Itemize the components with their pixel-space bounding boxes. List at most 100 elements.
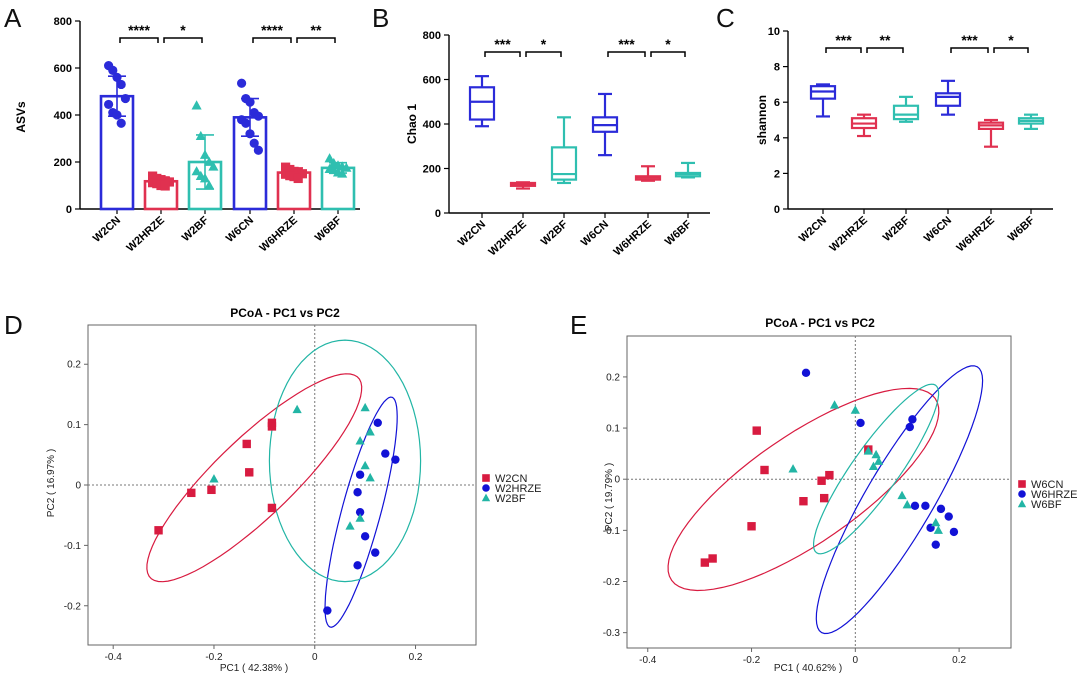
panel-a-point-W2BF xyxy=(195,130,206,141)
panel-c-category-label: W6HRZE xyxy=(954,214,997,254)
panel-e-ytick-label: -0.2 xyxy=(603,577,621,588)
panel-d-pcoa-chart: PCoA - PC1 vs PC2 PC1 ( 42.38% ) PC2 ( 1… xyxy=(46,306,541,674)
panel-d-point-W2BF xyxy=(365,472,375,482)
panel-b-ytick-label: 0 xyxy=(435,208,441,220)
panel-e-point-W6BF xyxy=(897,490,907,500)
panel-d-xtick-label: 0.2 xyxy=(409,652,423,663)
panel-e-point-W6HRZE xyxy=(801,368,811,378)
panel-d-ytick-label: 0.2 xyxy=(67,360,81,371)
panel-a-significance-label: **** xyxy=(128,22,150,38)
panel-c-significance-bracket xyxy=(993,47,1029,53)
panel-e-ellipse-W6CN xyxy=(667,387,940,592)
panel-d-point-W2BF xyxy=(355,513,365,522)
panel-a-point-W2BF xyxy=(199,173,211,183)
panel-a-point-W2CN xyxy=(116,118,126,128)
panel-a-significance-bracket xyxy=(119,37,159,43)
panel-d-point-W2HRZE xyxy=(353,561,362,570)
panel-c-significance-bracket xyxy=(950,47,989,53)
panel-c-ytick-label: 4 xyxy=(774,133,781,145)
panel-c-significance-label: * xyxy=(1008,32,1014,48)
panel-e-point-W6BF xyxy=(871,449,881,459)
panel-e-xtick-label: -0.2 xyxy=(743,655,761,666)
panel-d-point-W2CN xyxy=(267,422,277,431)
panel-a-ytick-label: 800 xyxy=(54,16,72,28)
panel-a-category-label: W2CN xyxy=(91,214,123,245)
panel-b-significance-label: * xyxy=(541,36,547,52)
panel-a-ytick-label: 400 xyxy=(54,110,72,122)
panel-a-point-W2HRZE xyxy=(160,181,170,191)
panel-a-ylabel: ASVs xyxy=(14,101,28,133)
panel-c-ytick-label: 10 xyxy=(768,26,780,38)
panel-c-significance-bracket xyxy=(866,47,904,53)
panel-e-ytick-label: -0.3 xyxy=(603,628,621,639)
panel-d-point-W2BF xyxy=(355,436,365,445)
panel-e-point-W6HRZE xyxy=(949,527,959,537)
panel-e-title: PCoA - PC1 vs PC2 xyxy=(765,316,875,330)
panel-c-significance-label: *** xyxy=(961,32,978,48)
panel-b-significance-label: *** xyxy=(494,36,511,52)
panel-a-point-W6CN xyxy=(245,129,255,139)
panel-d-point-W2HRZE xyxy=(323,606,332,615)
panel-d-ylabel: PC2 ( 16.97% ) xyxy=(46,449,57,517)
panel-d-point-W2HRZE xyxy=(355,470,365,479)
panel-d-point-W2BF xyxy=(360,460,370,470)
panel-e-point-W6CN xyxy=(700,558,710,567)
panel-a-point-W2CN xyxy=(112,72,122,82)
panel-a-point-W2CN xyxy=(112,110,122,120)
panel-e-xlabel: PC1 ( 40.62% ) xyxy=(774,663,842,674)
panel-a-point-W6BF xyxy=(324,153,335,163)
panel-a-significance-bracket xyxy=(163,37,203,43)
panel-b-ylabel: Chao 1 xyxy=(405,104,419,144)
panel-a-point-W6CN xyxy=(245,97,255,107)
panel-a-point-W6HRZE xyxy=(297,169,307,179)
panel-a-category-label: W2HRZE xyxy=(124,214,167,254)
panel-e-point-W6CN xyxy=(708,554,717,563)
panel-e-point-W6BF xyxy=(788,464,798,473)
panel-e-legend-marker-W6CN xyxy=(1018,480,1026,488)
panel-a-point-W6HRZE xyxy=(293,173,303,184)
panel-letter-b: B xyxy=(372,3,389,33)
panel-d-ytick-label: -0.2 xyxy=(64,601,82,612)
panel-e-point-W6CN xyxy=(752,426,761,435)
panel-a-point-W2BF xyxy=(208,161,219,171)
panel-b-ytick-label: 600 xyxy=(423,75,441,87)
panel-letter-e: E xyxy=(570,310,587,340)
panel-e-point-W6BF xyxy=(933,525,943,534)
panel-e-legend-marker-W6HRZE xyxy=(1018,490,1026,498)
panel-a-point-W6CN xyxy=(237,78,247,88)
panel-b-significance-bracket xyxy=(650,51,686,57)
panel-d-legend-label: W2CN xyxy=(495,473,527,485)
panel-a-category-label: W6HRZE xyxy=(257,214,300,254)
panel-a-asvs-chart: ASVs 0 200 400 600 800 W2CN W2HRZE W2BF W6CN W6HR… xyxy=(14,16,360,254)
panel-e-ytick-label: -0.1 xyxy=(603,526,621,537)
panel-d-point-W2HRZE xyxy=(391,455,400,464)
panel-d-point-W2CN xyxy=(154,526,163,535)
panel-e-ytick-label: 0 xyxy=(614,475,620,486)
panel-e-point-W6CN xyxy=(817,476,826,485)
panel-e-point-W6CN xyxy=(825,470,834,480)
panel-d-ytick-label: 0.1 xyxy=(67,420,81,431)
panel-a-point-W2CN xyxy=(120,93,130,104)
panel-b-significance-bracket xyxy=(525,51,562,57)
panel-c-category-label: W2HRZE xyxy=(827,214,870,254)
panel-c-category-label: W2BF xyxy=(881,214,912,244)
panel-e-point-W6BF xyxy=(902,499,912,509)
panel-d-legend-label: W2BF xyxy=(495,493,526,505)
panel-b-ytick-label: 200 xyxy=(423,164,441,176)
panel-letter-d: D xyxy=(4,310,23,340)
panel-e-legend-label: W6HRZE xyxy=(1031,489,1077,501)
panel-e-point-W6HRZE xyxy=(908,415,917,424)
panel-e-point-W6BF xyxy=(868,461,879,470)
panel-a-ytick-label: 200 xyxy=(54,157,72,169)
panel-e-point-W6CN xyxy=(799,497,808,506)
panel-d-legend-label: W2HRZE xyxy=(495,483,541,495)
panel-e-point-W6BF xyxy=(829,400,840,409)
panel-e-xtick-label: -0.4 xyxy=(639,655,657,666)
panel-d-point-W2BF xyxy=(360,402,370,412)
panel-d-point-W2CN xyxy=(242,439,251,449)
panel-c-ytick-label: 8 xyxy=(774,62,780,74)
panel-b-category-label: W2BF xyxy=(539,218,570,248)
panel-a-category-label: W6CN xyxy=(224,214,256,245)
panel-a-point-W2BF xyxy=(191,166,202,176)
